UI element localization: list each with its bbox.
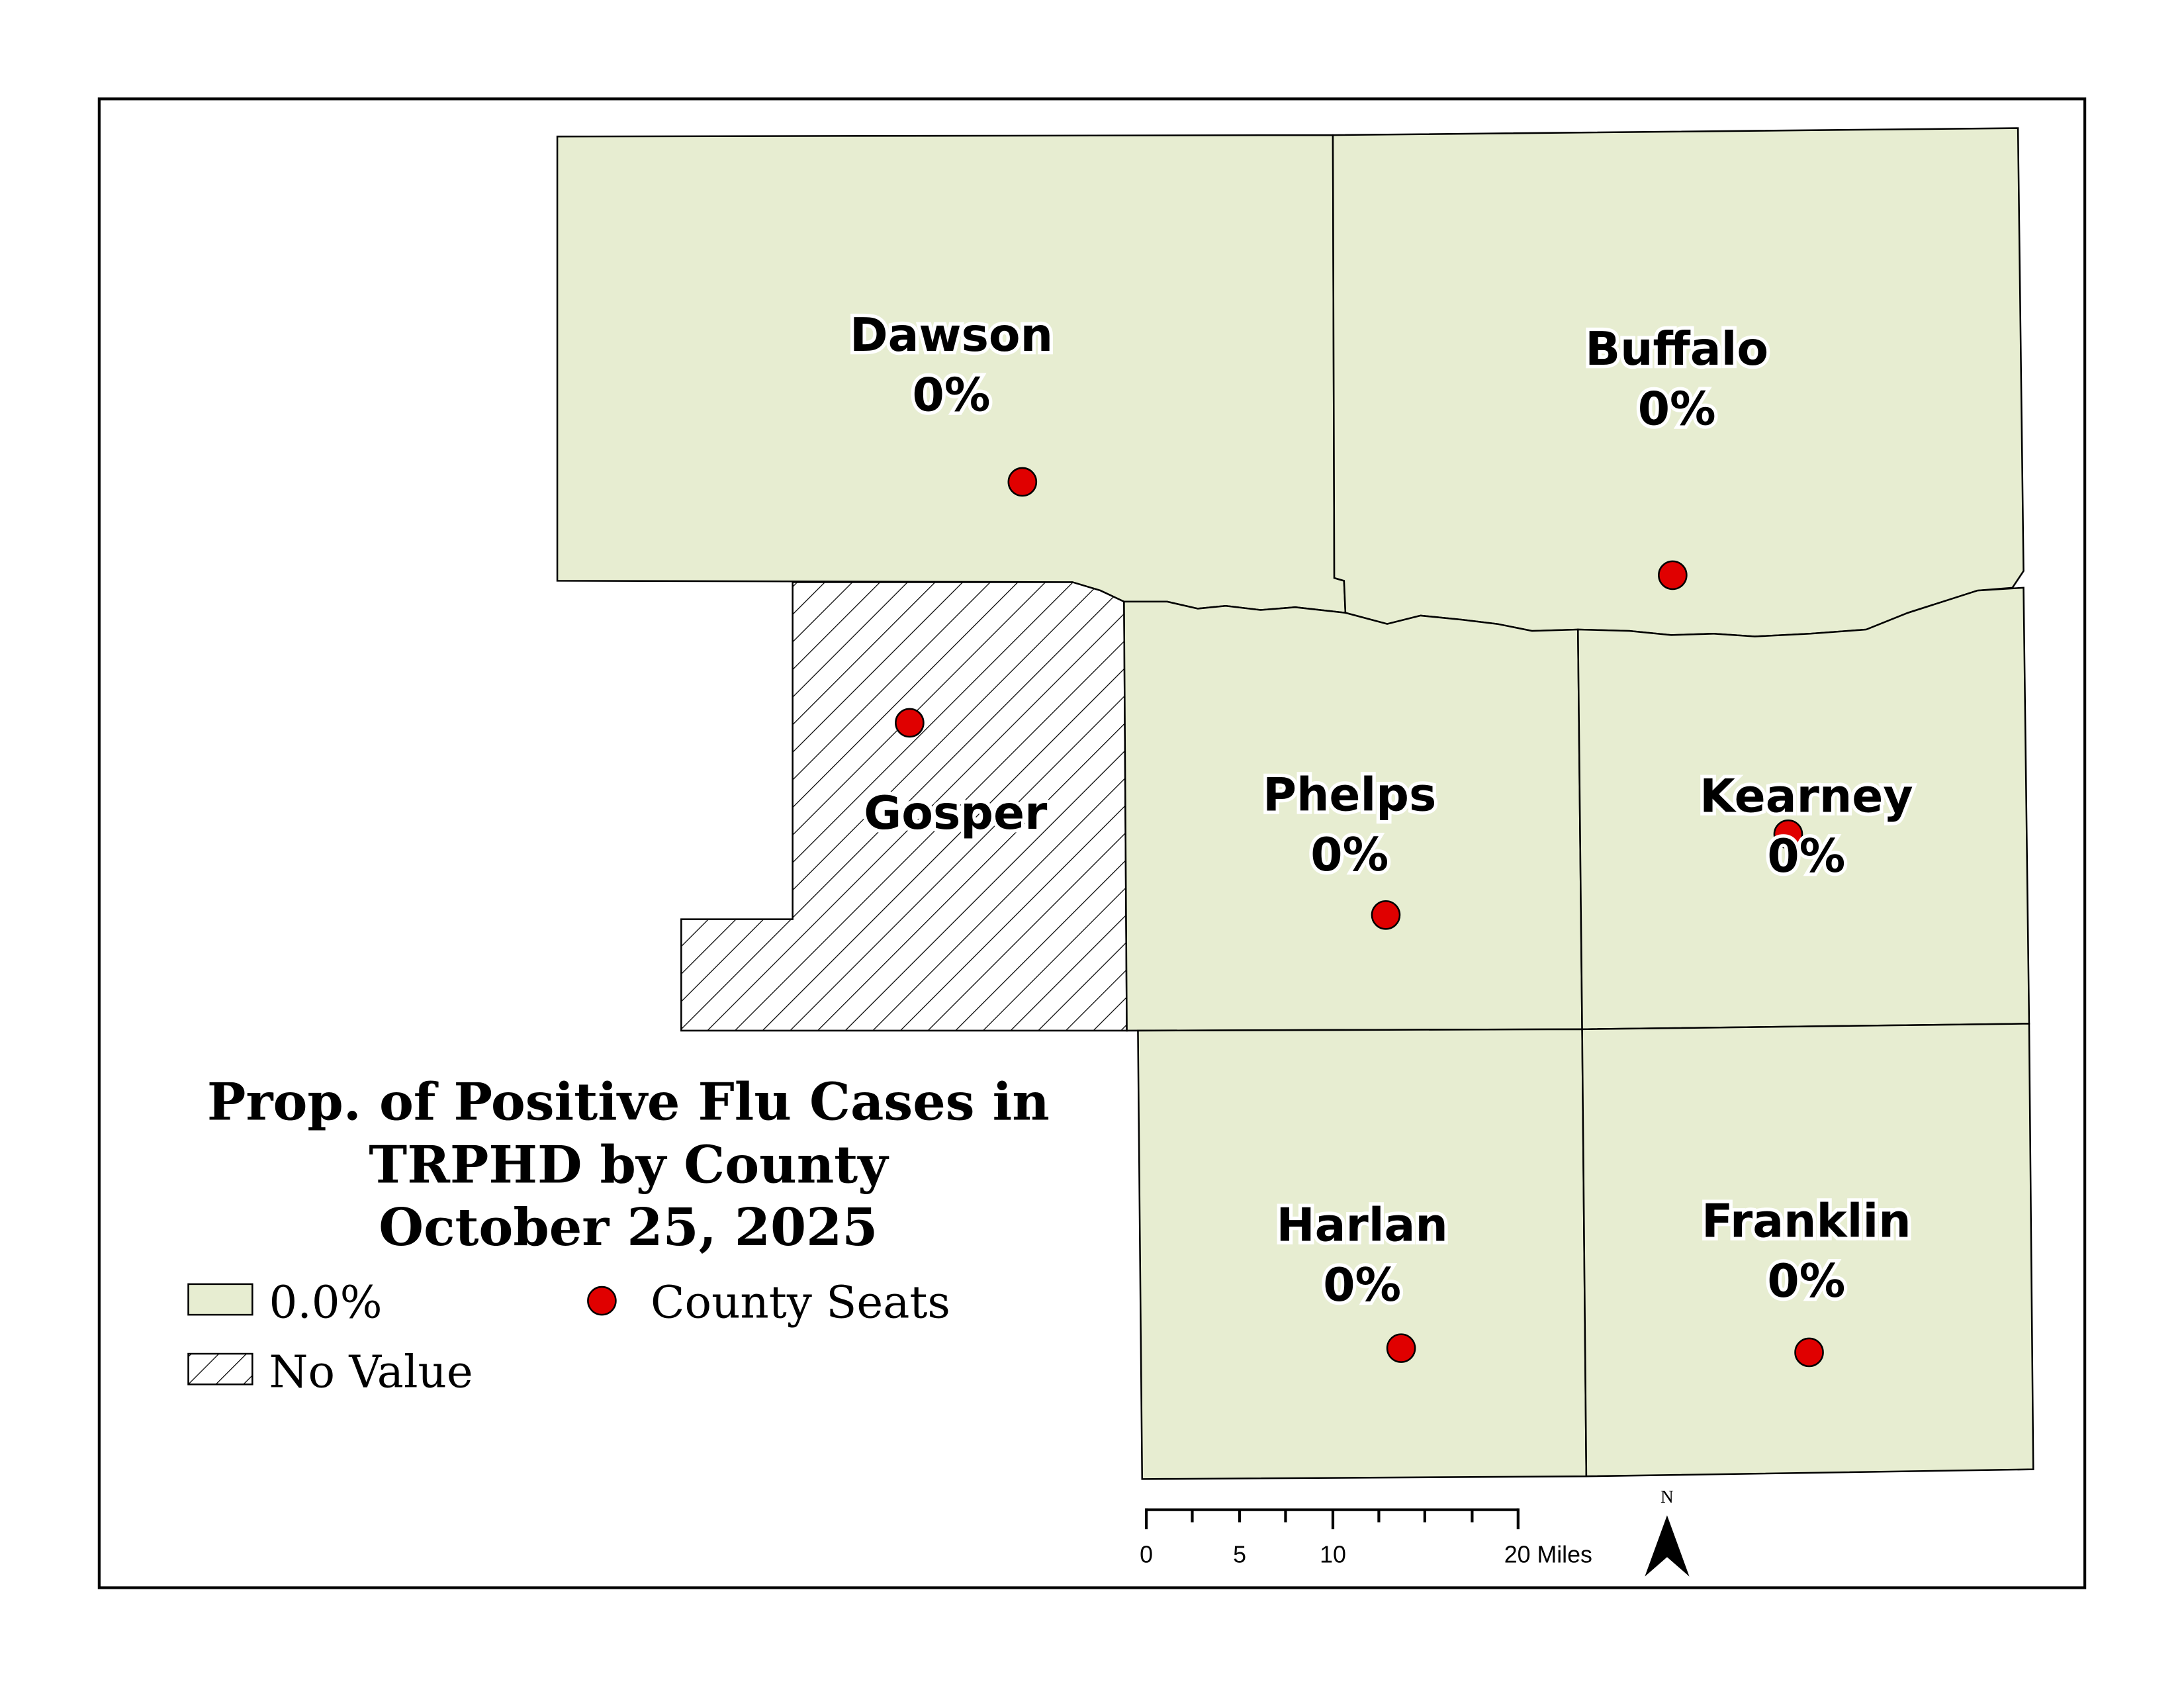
county-franklin[interactable] (1581, 1023, 2034, 1477)
county-value-franklin: 0% (1767, 1255, 1845, 1308)
county-seat-gosper[interactable] (895, 708, 925, 738)
map-title-line2: TRPHD by County (369, 1135, 889, 1195)
scale-tick-5: 5 (1233, 1542, 1246, 1568)
county-seat-dawson[interactable] (1007, 467, 1038, 497)
north-arrow-icon (1645, 1515, 1690, 1577)
scale-tick-20: 20 Miles (1504, 1542, 1592, 1568)
scale-tick-0: 0 (1140, 1542, 1153, 1568)
county-name-buffalo: Buffalo (1585, 323, 1768, 376)
county-name-harlan: Harlan (1277, 1199, 1448, 1252)
legend-label-zero: 0.0% (269, 1276, 383, 1328)
scale-bar (1144, 1508, 1520, 1530)
county-seat-franklin[interactable] (1794, 1337, 1824, 1368)
county-buffalo[interactable] (1332, 127, 2025, 637)
county-name-gosper: Gosper (864, 787, 1048, 840)
legend-swatch-zero (187, 1283, 253, 1316)
map-title-line1: Prop. of Positive Flu Cases in (207, 1072, 1050, 1133)
legend-label-novalue: No Value (269, 1346, 473, 1398)
map-title-line3: October 25, 2025 (379, 1197, 878, 1258)
county-harlan[interactable] (1137, 1028, 1588, 1480)
county-name-franklin: Franklin (1702, 1195, 1911, 1248)
county-seat-phelps[interactable] (1371, 900, 1401, 930)
legend-swatch-novalue (187, 1352, 253, 1385)
county-value-harlan: 0% (1323, 1259, 1401, 1312)
county-name-kearney: Kearney (1700, 771, 1913, 823)
county-value-kearney: 0% (1767, 830, 1845, 883)
county-name-dawson: Dawson (850, 309, 1053, 362)
county-value-dawson: 0% (913, 369, 991, 422)
county-value-buffalo: 0% (1638, 383, 1716, 436)
legend-label-seats: County Seats (651, 1276, 950, 1328)
county-value-phelps: 0% (1310, 829, 1388, 882)
county-seat-kearney[interactable] (1773, 819, 1803, 849)
scale-tick-10: 10 (1320, 1542, 1346, 1568)
north-label: N (1661, 1487, 1674, 1507)
county-seat-harlan[interactable] (1386, 1333, 1416, 1363)
county-name-phelps: Phelps (1263, 769, 1436, 822)
legend-county-seat-icon (587, 1286, 617, 1316)
county-seat-buffalo[interactable] (1658, 560, 1688, 590)
county-kearney[interactable] (1577, 586, 2030, 1031)
